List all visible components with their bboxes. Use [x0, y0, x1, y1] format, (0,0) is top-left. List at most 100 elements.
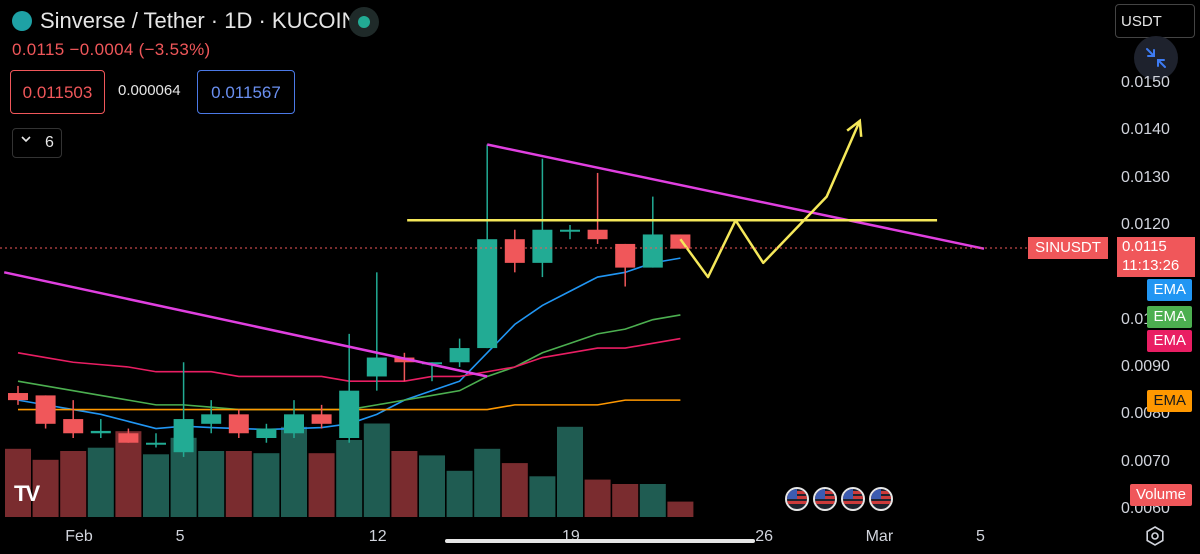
candle-body — [532, 229, 553, 263]
candle-body — [560, 229, 580, 232]
candle-body — [201, 414, 222, 424]
spread-value: 0.000064 — [118, 82, 181, 99]
candle-body — [587, 229, 608, 240]
projection-path — [679, 120, 861, 279]
us-flag-icon[interactable] — [785, 487, 809, 511]
volume-tag: Volume — [1129, 484, 1192, 506]
price-axis-label: 0.0130 — [1121, 168, 1170, 186]
volume-bar — [667, 501, 694, 517]
symbol-title-text: Sinverse / Tether · 1D · KUCOIN — [40, 8, 358, 33]
candles — [8, 144, 691, 457]
buy-button[interactable]: 0.011567 — [197, 70, 295, 114]
candle-body — [394, 357, 415, 363]
upper-trendline — [486, 143, 985, 250]
collapse-arrows-icon — [1146, 48, 1166, 68]
volume-bar — [446, 470, 473, 517]
date-axis-label: 26 — [755, 528, 773, 545]
volume-bar — [87, 447, 114, 517]
candle-body — [670, 234, 691, 249]
date-axis-label: 5 — [175, 528, 185, 545]
volume-bar — [529, 476, 556, 517]
ema-tag-mid: EMA — [1147, 306, 1192, 328]
ema-tag-slow: EMA — [1147, 330, 1192, 352]
volume-bar — [225, 451, 252, 517]
volume-bar — [612, 484, 639, 517]
chevron-down-icon — [21, 136, 31, 143]
bar-countdown: 11:13:26 — [1122, 257, 1180, 274]
candle-body — [477, 239, 498, 349]
us-flag-icon[interactable] — [841, 487, 865, 511]
price-axis-label: 0.0090 — [1121, 358, 1170, 375]
symbol-tag: SINUSDT — [1028, 237, 1108, 259]
gear-icon[interactable] — [1145, 526, 1165, 546]
volume-bar — [60, 451, 87, 517]
ema-tag-fast: EMA — [1147, 279, 1192, 301]
volume-bar — [253, 453, 280, 517]
tradingview-logo-icon: TV — [14, 481, 40, 506]
volume-bar — [115, 431, 142, 517]
date-axis-label: Feb — [65, 528, 93, 545]
volume-bar — [639, 484, 666, 517]
candle-body — [422, 362, 442, 365]
volume-bar — [143, 454, 169, 517]
price-axis-label: 0.0070 — [1121, 452, 1170, 470]
projection-arrowhead — [846, 118, 863, 137]
candle-body — [146, 442, 166, 445]
date-axis-label: 19 — [562, 528, 580, 545]
volume-bars — [5, 423, 694, 517]
price-axis-label: 0.0150 — [1121, 74, 1170, 91]
volume-bar — [363, 423, 390, 517]
candle-body — [339, 390, 360, 438]
volume-bar — [419, 455, 445, 517]
drawings — [3, 118, 985, 378]
candle-body — [35, 395, 56, 424]
candle-body — [615, 243, 636, 268]
currency-select[interactable]: USDT — [1115, 4, 1195, 38]
volume-bar — [281, 426, 307, 517]
price-change: 0.0115 −0.0004 (−3.53%) — [12, 40, 211, 59]
volume-bar — [501, 463, 528, 517]
time-scrollbar[interactable] — [445, 539, 755, 543]
indicators-toggle[interactable]: 6 — [12, 128, 62, 158]
candle-body — [118, 433, 139, 443]
volume-bar — [5, 448, 31, 517]
candle-body — [63, 419, 84, 434]
candle-body — [284, 414, 304, 434]
candle-body — [90, 430, 111, 434]
market-open-dot — [358, 16, 370, 28]
volume-bar — [336, 440, 363, 517]
market-status-icon[interactable] — [349, 7, 379, 37]
date-axis-label: 12 — [368, 528, 387, 545]
volume-bar — [557, 426, 583, 517]
symbol-title[interactable]: Sinverse / Tether · 1D · KUCOIN — [12, 8, 357, 34]
candle-body — [256, 428, 277, 438]
volume-bar — [198, 451, 225, 517]
candle-body — [173, 419, 194, 453]
currency-label: USDT — [1121, 13, 1162, 30]
collapse-button[interactable] — [1134, 36, 1178, 80]
volume-bar — [308, 453, 335, 517]
volume-bar — [474, 448, 501, 517]
volume-bar — [584, 479, 611, 517]
price-axis-label: 0.0140 — [1121, 121, 1170, 139]
date-axis-label: 5 — [976, 528, 985, 545]
date-axis-label: Mar — [865, 528, 894, 545]
candle-body — [504, 239, 525, 263]
indicator-count: 6 — [45, 134, 54, 151]
candle-body — [449, 348, 470, 363]
candle-body — [366, 357, 387, 377]
candle-body — [311, 414, 332, 424]
candle-body — [8, 393, 28, 401]
sell-button[interactable]: 0.011503 — [10, 70, 105, 114]
last-price-value: 0.0115 — [1122, 238, 1167, 255]
volume-bar — [32, 459, 59, 517]
volume-bar — [391, 451, 418, 517]
candle-body — [642, 234, 663, 268]
coin-logo-icon — [12, 11, 32, 31]
us-flag-icon[interactable] — [813, 487, 837, 511]
ema-tag-long: EMA — [1147, 390, 1192, 412]
price-axis-label: 0.0120 — [1121, 216, 1170, 233]
last-price-box: 0.0115 11:13:26 — [1117, 237, 1195, 277]
us-flag-icon[interactable] — [869, 487, 893, 511]
